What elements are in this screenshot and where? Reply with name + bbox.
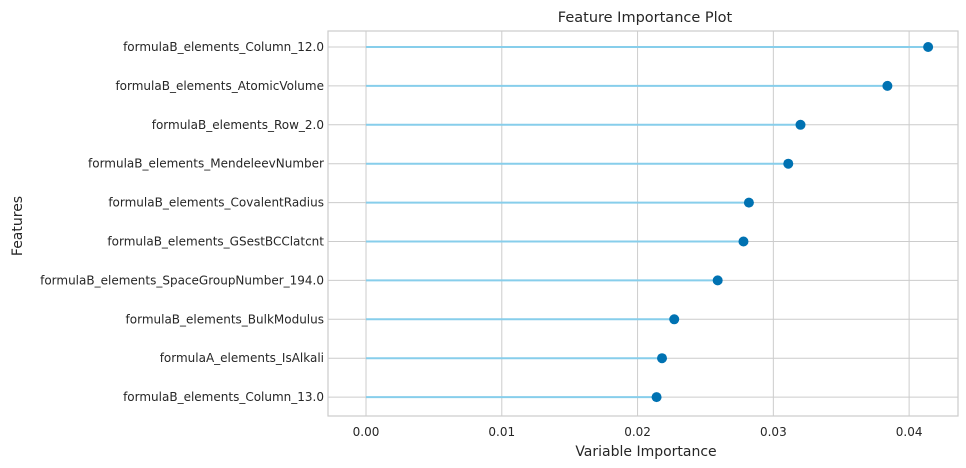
data-point [783,158,794,169]
plot-frame [327,30,959,417]
plot-background [328,31,958,416]
data-point [743,197,754,208]
data-point [651,392,662,403]
y-tick-label: formulaB_elements_SpaceGroupNumber_194.0 [40,273,324,287]
x-tick-labels: 0.00 0.01 0.02 0.03 0.04 [353,425,923,439]
chart-title: Feature Importance Plot [558,10,733,26]
data-point [657,353,668,364]
x-tick-label: 0.02 [624,425,651,439]
x-tick-label: 0.00 [353,425,380,439]
x-axis-label: Variable Importance [575,444,716,460]
data-point [795,119,806,130]
data-point [712,275,723,286]
data-point [738,236,749,247]
data-point [882,80,893,91]
y-tick-label: formulaB_elements_CovalentRadius [108,196,324,210]
y-tick-label: formulaB_elements_BulkModulus [126,312,324,326]
y-tick-labels: formulaB_elements_Column_12.0 formulaB_el… [40,40,324,404]
y-tick-label: formulaB_elements_GSestBCClatcnt [107,235,324,249]
y-axis-label: Features [10,196,26,256]
y-tick-label: formulaB_elements_AtomicVolume [115,79,324,93]
markers [651,42,934,403]
y-tick-label: formulaA_elements_IsAlkali [160,351,324,365]
data-point [669,314,680,325]
x-tick-label: 0.01 [488,425,515,439]
stems [366,46,929,399]
y-tick-label: formulaB_elements_Row_2.0 [152,118,324,132]
x-tick-label: 0.04 [896,425,923,439]
data-point [923,42,934,52]
y-tick-label: formulaB_elements_Column_13.0 [123,390,324,404]
y-tick-label: formulaB_elements_Column_12.0 [123,40,324,54]
y-tick-label: formulaB_elements_MendeleevNumber [88,157,324,171]
x-tick-label: 0.03 [760,425,787,439]
